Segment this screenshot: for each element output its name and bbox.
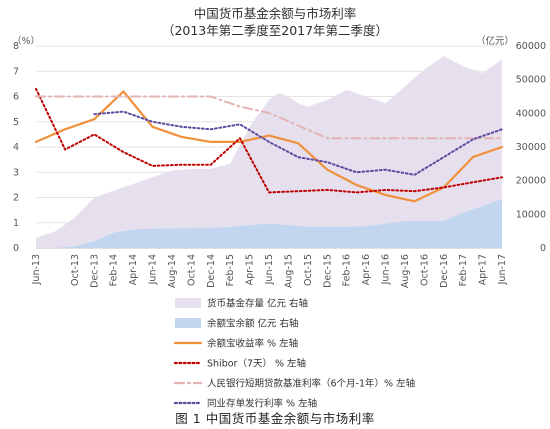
legend-swatch (175, 318, 201, 328)
legend-label: 人民银行短期贷款基准利率（6个月-1年）% 左轴 (207, 378, 415, 390)
area-series-0 (36, 56, 502, 248)
x-tick-label: Oct-15 (303, 254, 314, 286)
x-tick-label: Oct-14 (186, 254, 197, 286)
left-tick-label: 8 (13, 41, 19, 52)
right-tick-label: 40000 (516, 108, 546, 119)
legend-label: 余额宝收益率 % 左轴 (207, 338, 298, 350)
right-tick-label: 50000 (516, 75, 546, 86)
line-series-5 (93, 110, 503, 176)
x-tick-label: Feb-14 (109, 254, 120, 286)
x-tick-label: Jun-15 (264, 254, 275, 285)
left-tick-label: 6 (13, 92, 19, 103)
legend-label: Shibor（7天） % 左轴 (207, 358, 306, 370)
left-tick-label: 5 (13, 117, 19, 128)
x-tick-label: Dec-14 (206, 254, 217, 288)
x-tick-label: Feb-16 (342, 254, 353, 286)
x-tick-label: Aug-16 (400, 254, 411, 288)
x-tick-label: Dec-13 (89, 254, 100, 288)
right-tick-label: 20000 (516, 176, 546, 187)
chart-subtitle: （2013年第二季度至2017年第二季度） (162, 23, 388, 38)
left-tick-label: 1 (13, 218, 19, 229)
right-tick-label: 10000 (516, 209, 546, 220)
line-series-2 (34, 90, 504, 203)
left-axis-unit: （%） (12, 35, 40, 47)
x-tick-label: Jun-13 (31, 254, 42, 285)
x-tick-label: Aug-15 (283, 254, 294, 288)
figure-caption: 图 1 中国货币基金余额与市场利率 (175, 411, 375, 426)
line-series (34, 87, 504, 203)
x-tick-label: Oct-13 (70, 254, 81, 286)
chart: 中国货币基金余额与市场利率 （2013年第二季度至2017年第二季度） （%） … (12, 6, 546, 410)
line-series-3 (35, 87, 503, 194)
axes: 0 1 2 3 4 5 6 7 8 0 10000 20000 30000 40000 50000 60000… (13, 41, 546, 288)
x-tick-label: Dec-15 (322, 254, 333, 288)
left-tick-label: 7 (13, 66, 19, 77)
left-tick-label: 0 (13, 243, 19, 254)
x-tick-label: Apr-16 (361, 254, 372, 285)
legend-label: 同业存单发行利率 % 左轴 (207, 398, 317, 410)
right-tick-label: 30000 (516, 142, 546, 153)
right-axis-unit: （亿元） (476, 35, 514, 47)
x-tick-label: Oct-16 (419, 254, 430, 286)
legend-swatch (175, 298, 201, 308)
x-tick-label: Apr-14 (128, 254, 139, 285)
left-tick-label: 2 (13, 193, 19, 204)
x-tick-label: Jun-16 (381, 254, 392, 285)
area-series (36, 56, 502, 248)
legend-label: 货币基金存量 亿元 右轴 (207, 298, 308, 310)
right-tick-label: 60000 (516, 41, 546, 52)
right-tick-label: 0 (540, 243, 546, 254)
line-series-4 (35, 95, 503, 140)
left-tick-label: 4 (13, 142, 19, 153)
x-tick-label: Aug-14 (167, 254, 178, 288)
x-tick-label: Apr-15 (245, 254, 256, 285)
x-tick-label: Jun-14 (148, 254, 159, 285)
x-tick-label: Feb-15 (225, 254, 236, 286)
area-series-1 (36, 199, 502, 248)
x-tick-label: Apr-17 (478, 254, 489, 285)
legend-label: 余额宝余额 亿元 右轴 (207, 318, 299, 330)
left-tick-label: 3 (13, 167, 19, 178)
x-tick-label: Jun-17 (497, 254, 508, 285)
x-tick-label: Dec-16 (439, 254, 450, 288)
x-tick-label: Feb-17 (458, 254, 469, 286)
chart-title: 中国货币基金余额与市场利率 (194, 6, 357, 21)
